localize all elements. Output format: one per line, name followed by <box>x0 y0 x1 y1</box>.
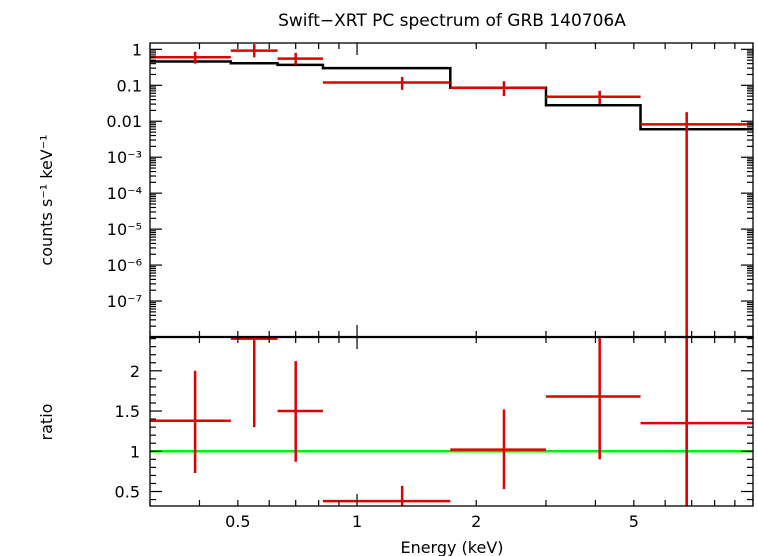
spectrum-y-tick-label-7: 10⁻⁷ <box>107 292 142 311</box>
spectrum-y-tick-label-6: 10⁻⁶ <box>107 256 142 275</box>
ratio-y-axis-label: ratio <box>37 404 56 441</box>
x-tick-label-3: 5 <box>629 512 639 531</box>
ratio-y-tick-label-3: 2 <box>130 362 140 381</box>
spectrum-panel: 1 0.1 0.01 10⁻³ 10⁻⁴ 10⁻⁵ 10⁻⁶ 10⁻⁷ <box>106 40 754 506</box>
ratio-y-tick-label-2: 1.5 <box>115 402 140 421</box>
x-axis-label: Energy (keV) <box>400 538 503 556</box>
ratio-y-tick-label-1: 1 <box>130 442 140 461</box>
ratio-frame <box>149 336 754 507</box>
chart-title: Swift−XRT PC spectrum of GRB 140706A <box>278 11 626 31</box>
spectrum-y-tick-label-1: 0.1 <box>117 76 142 95</box>
spectrum-y-tick-label-5: 10⁻⁵ <box>107 220 142 239</box>
spectrum-y-tick-label-2: 0.01 <box>106 112 142 131</box>
ratio-panel: 0.5 1 2 5 0.5 1 1.5 2 <box>115 335 754 531</box>
x-tick-label-0: 0.5 <box>225 512 250 531</box>
spectrum-y-tick-label-4: 10⁻⁴ <box>107 184 142 203</box>
x-tick-label-1: 1 <box>352 512 362 531</box>
model-step-line <box>150 60 753 131</box>
ratio-y-tick-label-0: 0.5 <box>115 483 140 502</box>
x-tick-label-2: 2 <box>471 512 481 531</box>
spectrum-y-tick-label-0: 1 <box>132 40 142 59</box>
spectrum-y-axis-label: counts s⁻¹ keV⁻¹ <box>37 134 56 265</box>
spectrum-y-tick-label-3: 10⁻³ <box>107 148 142 167</box>
